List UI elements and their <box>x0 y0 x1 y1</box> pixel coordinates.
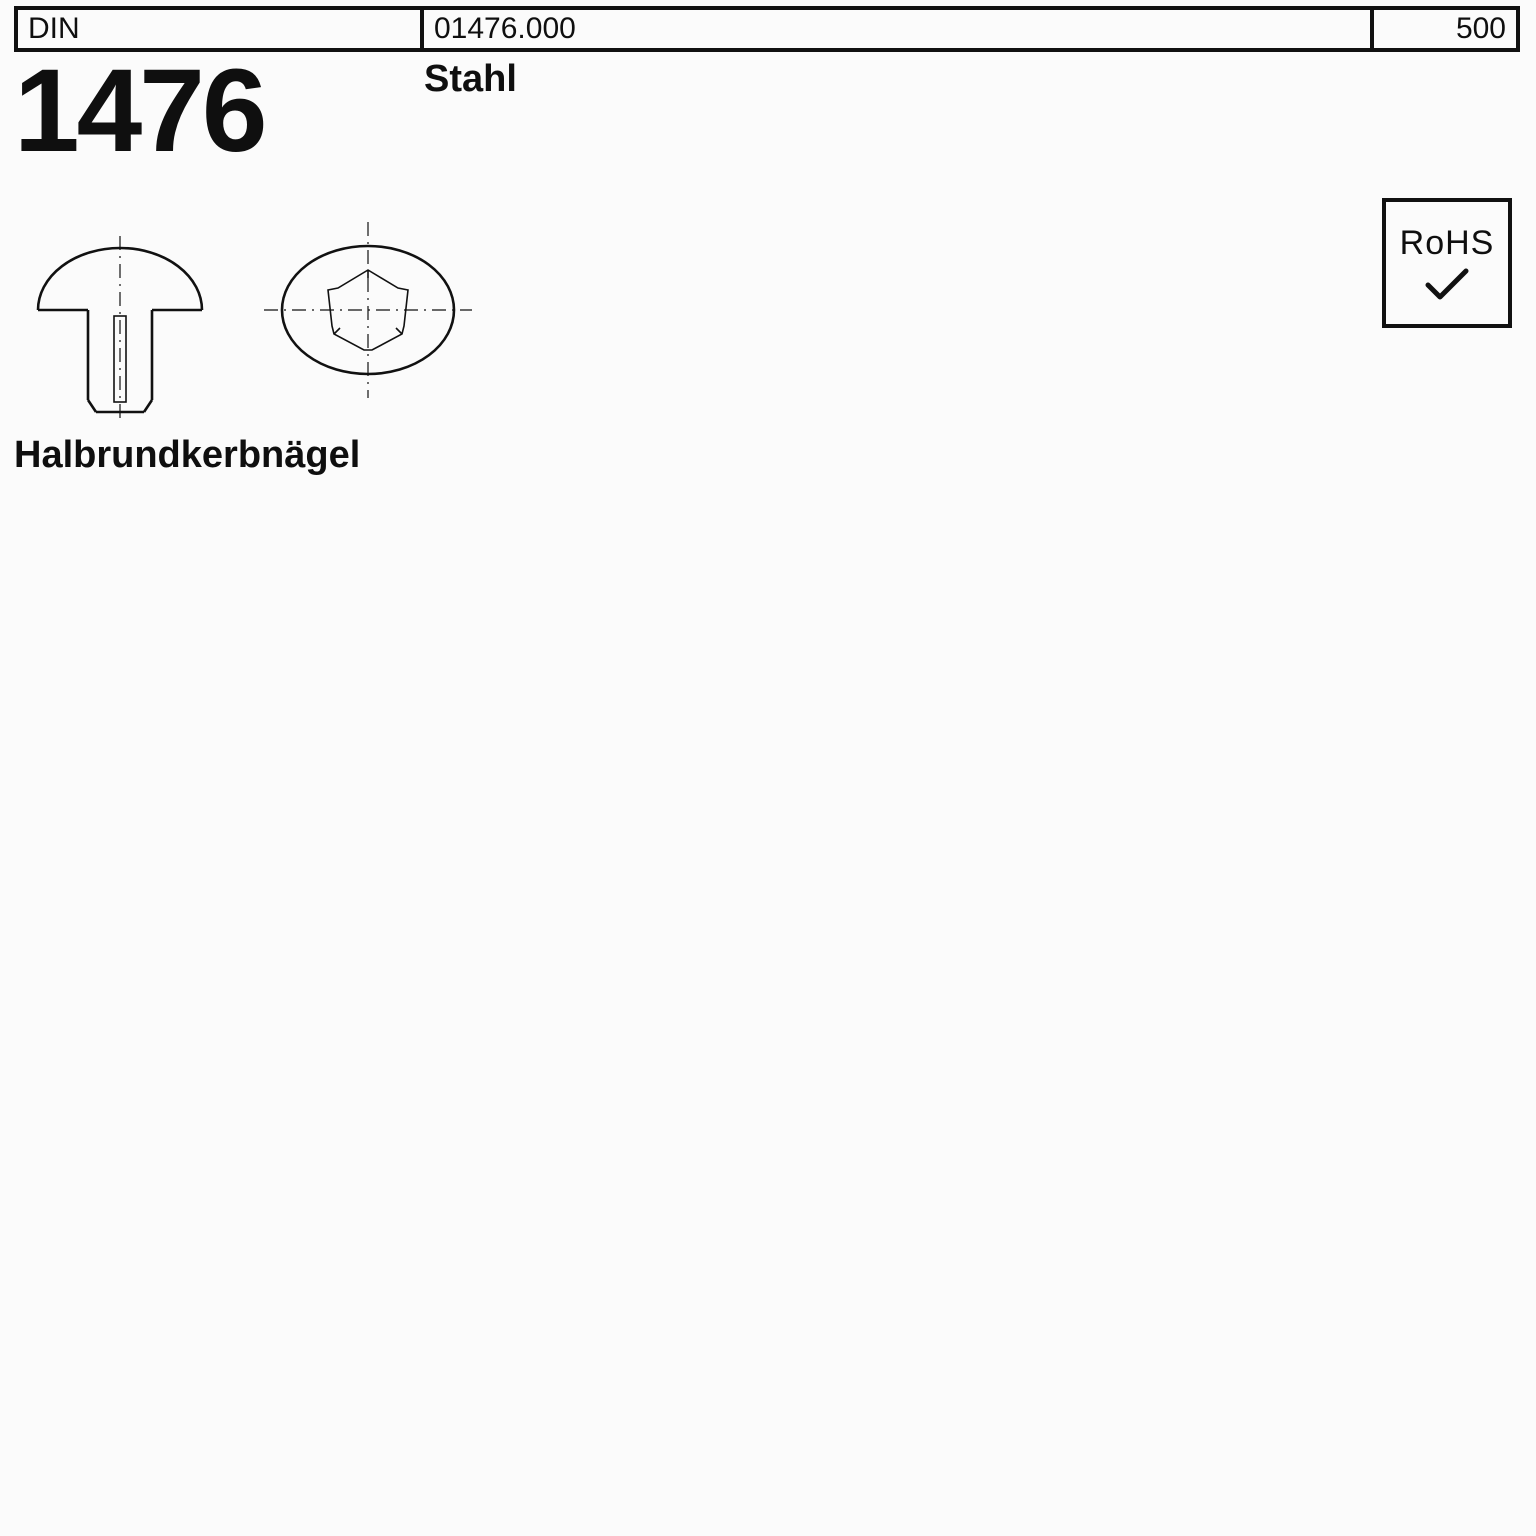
header-standard-cell: DIN <box>18 10 424 48</box>
rohs-label: RoHS <box>1400 224 1495 263</box>
header-standard-label: DIN <box>28 12 80 46</box>
product-name: Halbrundkerbnägel <box>14 434 360 477</box>
header-qty-cell: 500 <box>1374 10 1516 48</box>
side-view <box>38 236 202 420</box>
standard-number: 1476 <box>14 52 265 170</box>
axial-view <box>264 222 472 398</box>
material-label: Stahl <box>424 58 517 101</box>
header-article-cell: 01476.000 <box>424 10 1374 48</box>
check-icon <box>1424 267 1470 303</box>
technical-drawing <box>18 200 658 420</box>
header-pack-qty: 500 <box>1456 12 1506 46</box>
header-article-no: 01476.000 <box>434 12 576 46</box>
rohs-badge: RoHS <box>1382 198 1512 328</box>
